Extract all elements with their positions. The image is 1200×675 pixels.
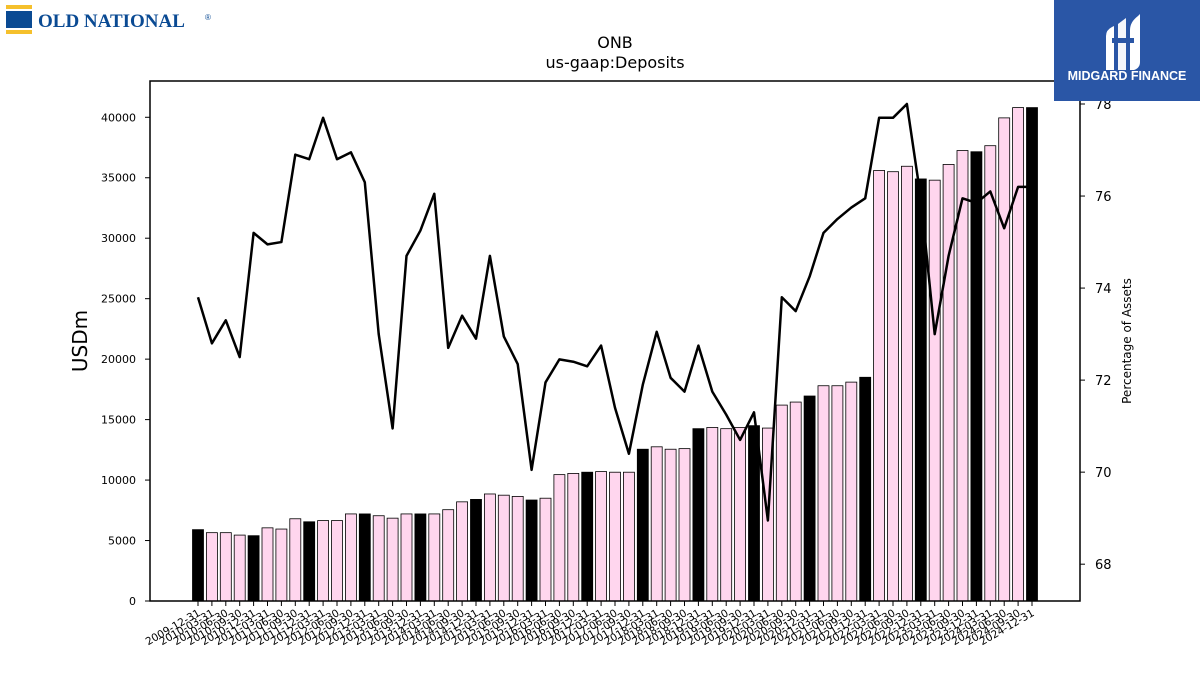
bar-2010-09-30 [233,534,246,602]
bar-2023-06-30 [942,164,955,602]
logo-square [6,11,32,28]
right-tick-label: 78 [1095,98,1112,113]
bar-2024-09-30 [1012,107,1024,602]
right-tick-label: 70 [1095,466,1112,481]
bar-2010-12-31 [247,535,260,602]
left-tick-label: 40000 [101,111,136,124]
bar-2023-12-31 [970,151,983,602]
left-tick-label: 20000 [101,353,136,366]
percentage-of-assets-line [196,102,1032,522]
bar-2019-06-30 [720,428,733,602]
logo-registered-mark: ® [205,13,211,22]
bar-2009-12-31 [192,529,204,602]
midgard-finance-logo: MIDGARD FINANCE [1054,0,1200,101]
bar-2018-06-30 [664,448,677,602]
left-tick-label: 5000 [108,535,136,548]
right-tick-label: 68 [1095,558,1112,573]
bar-2014-06-30 [442,509,455,602]
bar-2011-06-30 [275,528,288,602]
bar-2013-09-30 [400,513,413,602]
bar-2011-12-31 [303,521,316,602]
bar-2020-09-30 [789,401,802,602]
bar-2018-03-31 [650,446,663,602]
left-tick-label: 10000 [101,474,136,487]
left-tick-label: 15000 [101,414,136,427]
right-tick-label: 72 [1095,374,1112,389]
bar-2018-12-31 [692,428,705,602]
bar-2012-12-31 [358,513,371,602]
bar-2020-12-31 [803,395,816,602]
bar-2024-03-31 [984,145,997,602]
bar-2016-09-30 [567,473,580,602]
right-tick-label: 74 [1095,282,1112,297]
bar-2014-09-30 [456,501,469,602]
bar-2015-09-30 [511,495,524,602]
bar-2022-06-30 [887,171,899,602]
logo-text: MIDGARD FINANCE [1068,69,1187,83]
y-axis-label: USDm [68,310,92,372]
bar-2024-12-31 [1026,107,1038,602]
logo-text: OLD NATIONAL [38,11,185,32]
bar-2012-09-30 [344,513,357,602]
bar-2013-06-30 [386,517,399,602]
line-group [196,102,1032,522]
bar-2022-03-31 [873,170,885,602]
midgard-mark-icon [1106,14,1140,70]
bar-2013-12-31 [414,513,427,602]
bar-2017-09-30 [623,471,635,602]
left-tick-label: 30000 [101,232,136,245]
bar-2024-06-30 [998,117,1011,602]
x-axis: 2009-12-312010-03-312010-06-302010-09-30… [144,601,1037,648]
bar-2011-03-31 [261,527,274,602]
bar-2019-09-30 [734,427,746,602]
left-tick-label: 25000 [101,293,136,306]
right-tick-label: 76 [1095,190,1112,205]
bar-2015-06-30 [497,494,510,602]
logo-background [1054,0,1200,101]
logo-stripe-bottom [6,30,32,34]
bar-2010-06-30 [219,532,232,602]
chart-subtitle: us-gaap:Deposits [545,53,684,72]
right-axis: 68 70 72 74 76 78 [1080,98,1112,573]
bar-2015-03-31 [483,493,496,602]
left-axis: 0 5000 10000 15000 20000 25000 30000 35000 40000 [101,111,150,608]
bar-2017-06-30 [609,471,621,602]
left-tick-label: 35000 [101,172,136,185]
bar-2016-03-31 [539,497,552,602]
bar-2010-03-31 [205,532,218,602]
left-tick-label: 0 [129,595,136,608]
bar-2016-12-31 [581,471,594,602]
bar-2018-09-30 [678,448,691,602]
bar-2013-03-31 [372,515,385,602]
right-axis-label: Percentage of Assets [1120,278,1134,404]
old-national-logo: OLD NATIONAL ® [6,5,211,34]
bar-2021-12-31 [859,376,872,602]
bar-2017-12-31 [636,448,649,602]
bar-2019-03-31 [706,427,719,602]
bar-2017-03-31 [595,471,607,602]
bar-2016-06-30 [553,474,566,602]
logo-stripe-top [6,5,32,9]
bar-2021-06-30 [831,385,844,602]
bar-2021-09-30 [845,381,858,602]
bar-2023-03-31 [928,179,941,602]
bar-2020-06-30 [775,404,788,602]
bar-2014-12-31 [470,499,482,602]
bar-2011-09-30 [289,518,302,602]
bar-2022-09-30 [901,165,913,602]
bar-2021-03-31 [817,385,830,602]
chart-title: ONB [597,33,633,52]
bar-2012-03-31 [317,520,330,602]
bars-group [192,107,1038,602]
bar-2015-12-31 [525,499,538,602]
bar-2012-06-30 [331,520,343,602]
bar-2014-03-31 [428,513,441,602]
